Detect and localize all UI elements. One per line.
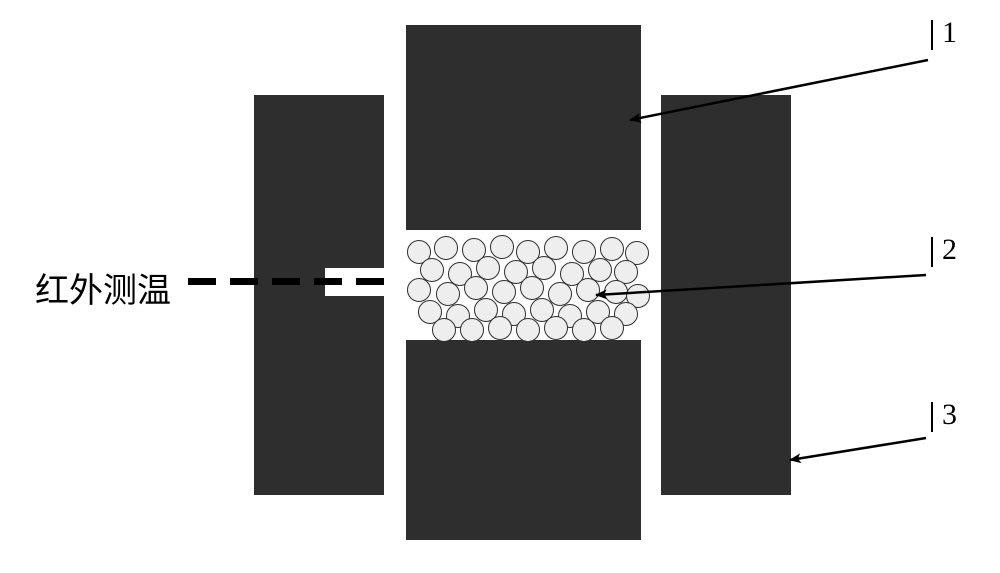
particle [432, 318, 456, 342]
bottom-punch-block [406, 340, 641, 540]
particle [460, 318, 484, 342]
particle [520, 276, 544, 300]
top-punch-block [406, 25, 641, 230]
particle [488, 316, 512, 340]
right-die-block [661, 95, 791, 495]
callout-1-number: 1 [942, 16, 957, 50]
particle [600, 237, 624, 261]
callout-3-arrow [790, 438, 926, 460]
particle [436, 282, 460, 306]
particle [576, 278, 600, 302]
particle [490, 235, 514, 259]
particle [572, 318, 596, 342]
particle [604, 280, 628, 304]
particle [544, 316, 568, 340]
callout-3-number: 3 [942, 398, 957, 432]
particle [464, 276, 488, 300]
particle [492, 280, 516, 304]
particle [516, 318, 540, 342]
ir-temp-label: 红外测温 [35, 263, 171, 312]
particle [407, 278, 431, 302]
particle [434, 236, 458, 260]
callout-2-number: 2 [942, 233, 957, 267]
particle [600, 316, 624, 340]
ir-dashed-line [188, 278, 385, 285]
